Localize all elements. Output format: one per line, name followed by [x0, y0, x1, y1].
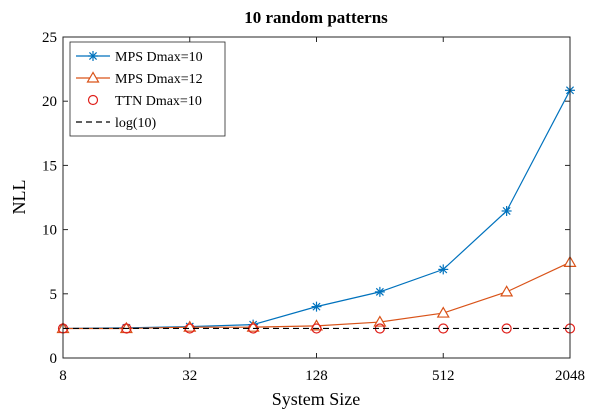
- y-tick-label: 10: [42, 223, 57, 239]
- series-0-point: [501, 205, 512, 216]
- legend-item: TTN Dmax=10: [87, 94, 202, 109]
- legend-label: TTN Dmax=10: [115, 94, 202, 109]
- x-tick-label: 32: [182, 368, 197, 384]
- asterisk-stroke: [88, 51, 98, 61]
- y-tick-label: 0: [50, 351, 58, 367]
- legend-label: MPS Dmax=12: [115, 72, 203, 87]
- legend-label: log(10): [115, 116, 157, 131]
- series-0-point: [438, 264, 449, 275]
- series-2-point: [501, 323, 512, 334]
- asterisk-stroke: [312, 302, 321, 311]
- legend-marker: [87, 94, 99, 106]
- x-axis-label: System Size: [272, 389, 361, 409]
- series-1-point: [500, 285, 514, 297]
- y-tick-label: 5: [50, 287, 58, 303]
- x-tick-label: 128: [305, 368, 328, 384]
- legend-marker: [88, 51, 98, 61]
- series-1-point: [373, 315, 387, 327]
- series-1-point: [436, 306, 450, 318]
- asterisk-stroke: [502, 206, 511, 216]
- legend-item: log(10): [76, 116, 157, 131]
- y-axis-label: NLL: [9, 180, 29, 215]
- legend-item: MPS Dmax=12: [76, 71, 203, 87]
- y-tick-label: 15: [42, 158, 57, 174]
- legend-box: [69, 41, 226, 137]
- series-2-point: [121, 323, 132, 334]
- x-tick-label: 2048: [555, 368, 585, 384]
- x-tick-label: 8: [59, 368, 67, 384]
- legend-marker: [86, 71, 100, 83]
- y-tick-label: 20: [42, 94, 57, 110]
- x-tick-label: 512: [432, 368, 455, 384]
- legend-item: MPS Dmax=10: [76, 50, 203, 65]
- y-tick-label: 25: [42, 30, 57, 46]
- series-0-point: [311, 301, 322, 312]
- asterisk-stroke: [375, 287, 384, 296]
- chart-title: 10 random patterns: [244, 8, 388, 27]
- asterisk-stroke: [439, 265, 448, 274]
- series-0-point: [374, 286, 385, 297]
- legend-label: MPS Dmax=10: [115, 50, 203, 65]
- series-2-point: [311, 323, 322, 334]
